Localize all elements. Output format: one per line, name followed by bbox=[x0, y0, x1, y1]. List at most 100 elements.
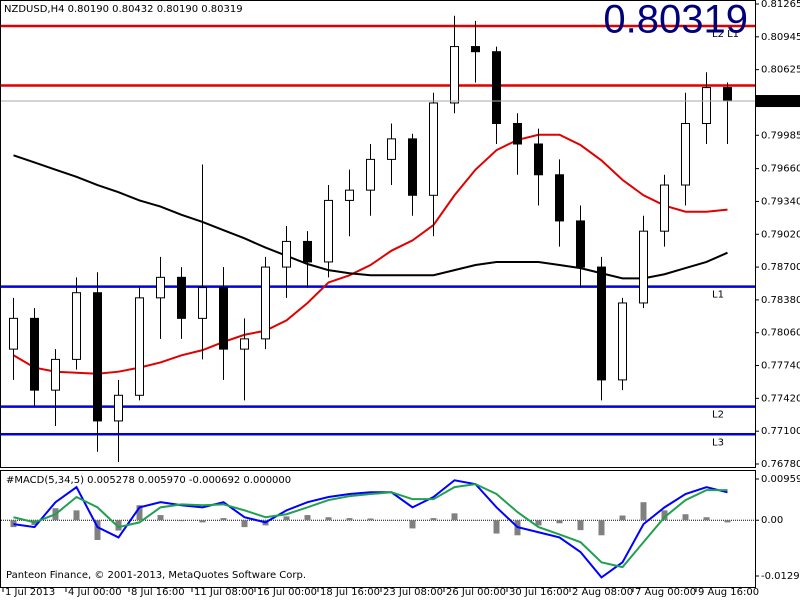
histogram-bar bbox=[661, 510, 668, 521]
candle-body bbox=[135, 297, 144, 396]
y-tick-label: 0.79340 bbox=[761, 196, 800, 207]
candle-body bbox=[177, 276, 186, 319]
x-tick-label: 11 Jul 08:00 bbox=[194, 587, 254, 598]
y-tick-label: 0.78380 bbox=[761, 295, 800, 306]
candle-body bbox=[471, 46, 480, 53]
x-tick-label: 1 Jul 2013 bbox=[5, 587, 55, 598]
histogram-bar bbox=[199, 520, 206, 523]
candle-body bbox=[492, 51, 501, 124]
histogram-bar bbox=[367, 518, 374, 521]
histogram-bar bbox=[724, 520, 731, 523]
candle-body bbox=[114, 394, 123, 422]
candle-body bbox=[555, 174, 564, 222]
y-tick-label: 0.79020 bbox=[761, 229, 800, 240]
candle-body bbox=[345, 189, 354, 201]
candle-body bbox=[324, 199, 333, 263]
candle-body bbox=[51, 358, 60, 391]
candle-body bbox=[681, 122, 690, 186]
histogram-bar bbox=[304, 515, 311, 521]
macd-title: #MACD(5,34,5) 0.005278 0.005970 -0.00069… bbox=[6, 475, 291, 486]
histogram-bar bbox=[346, 518, 353, 521]
candle-body bbox=[429, 102, 438, 196]
candle-body bbox=[702, 87, 711, 124]
y-tick-label: 0.76780 bbox=[761, 459, 800, 470]
level-label: L2 bbox=[712, 410, 724, 421]
histogram-bar bbox=[598, 520, 605, 536]
histogram-bar bbox=[241, 520, 248, 528]
histogram-bar bbox=[472, 520, 479, 521]
histogram-bar bbox=[220, 518, 227, 521]
candle-body bbox=[303, 240, 312, 263]
price-frame bbox=[0, 0, 756, 468]
histogram-bar bbox=[619, 515, 626, 521]
candle-body bbox=[261, 266, 270, 340]
indicator-line bbox=[13, 479, 728, 579]
y-tick-label: 0.80625 bbox=[761, 65, 800, 76]
candle-body bbox=[72, 292, 81, 360]
price-box-label: 0.80319 bbox=[760, 96, 800, 107]
histogram-bar bbox=[178, 520, 185, 522]
candle-body bbox=[450, 46, 459, 104]
candle-body bbox=[387, 138, 396, 160]
histogram-bar bbox=[682, 514, 689, 521]
histogram-bar bbox=[451, 513, 458, 521]
chart-title: NZDUSD,H4 0.80190 0.80432 0.80190 0.8031… bbox=[4, 4, 243, 15]
candle-body bbox=[219, 287, 228, 350]
y-tick-label: 0.80945 bbox=[761, 32, 800, 43]
candle-body bbox=[576, 220, 585, 268]
histogram-bar bbox=[283, 516, 290, 521]
x-tick-label: 16 Jul 00:00 bbox=[257, 587, 317, 598]
macd-frame bbox=[0, 470, 756, 588]
histogram-bar bbox=[493, 520, 500, 534]
histogram-bar bbox=[325, 517, 332, 521]
histogram-bar bbox=[10, 520, 17, 528]
y-tick-label: 0.77740 bbox=[761, 361, 800, 372]
x-tick-label: 30 Jul 16:00 bbox=[509, 587, 569, 598]
macd-panel: 0.009595 0.00 -0.012972 bbox=[1, 474, 800, 582]
x-tick-label: 9 Aug 16:00 bbox=[698, 587, 759, 598]
candle-body bbox=[366, 158, 375, 191]
histogram-bar bbox=[556, 520, 563, 524]
x-tick-label: 8 Jul 16:00 bbox=[131, 587, 185, 598]
y-tick-label: 0.79660 bbox=[761, 164, 800, 175]
y-tick-label: 0.00 bbox=[761, 515, 783, 526]
histogram-bar bbox=[388, 520, 395, 521]
price-box bbox=[756, 95, 800, 108]
y-tick-label: 0.81265 bbox=[761, 0, 800, 10]
candle-body bbox=[597, 266, 606, 381]
candle-body bbox=[93, 292, 102, 422]
histogram-bar bbox=[577, 520, 584, 531]
level-label: L2 L1 bbox=[712, 29, 739, 40]
copyright: Panteon Finance, © 2001-2013, MetaQuotes… bbox=[6, 570, 306, 581]
histogram-bar bbox=[430, 518, 437, 521]
indicator-line bbox=[12, 133, 728, 375]
histogram-bar bbox=[640, 502, 647, 521]
y-tick-label: 0.77420 bbox=[761, 393, 800, 404]
x-tick-label: 7 Aug 00:00 bbox=[635, 587, 696, 598]
candle-body bbox=[408, 138, 417, 196]
candle-body bbox=[513, 122, 522, 145]
x-tick-label: 23 Jul 08:00 bbox=[383, 587, 443, 598]
y-tick-label: 0.79985 bbox=[761, 130, 800, 141]
candle-body bbox=[9, 317, 18, 350]
candle-body bbox=[198, 287, 207, 319]
histogram-bar bbox=[157, 515, 164, 521]
histogram-bar bbox=[73, 510, 80, 521]
y-tick-label: 0.009595 bbox=[761, 474, 800, 485]
level-label: L3 bbox=[712, 437, 724, 448]
big-price: 0.80319 bbox=[603, 0, 748, 42]
indicator-line bbox=[13, 483, 728, 569]
histogram-bar bbox=[115, 520, 122, 531]
histogram-bar bbox=[703, 517, 710, 521]
histogram-bar bbox=[136, 505, 143, 521]
y-tick-label: 0.78700 bbox=[761, 262, 800, 273]
candle-body bbox=[660, 184, 669, 232]
histogram-bar bbox=[94, 520, 101, 541]
x-tick-label: 26 Jul 00:00 bbox=[446, 587, 506, 598]
y-tick-label: 0.78060 bbox=[761, 328, 800, 339]
x-tick-label: 4 Jul 00:00 bbox=[68, 587, 122, 598]
indicator-line bbox=[13, 154, 728, 280]
